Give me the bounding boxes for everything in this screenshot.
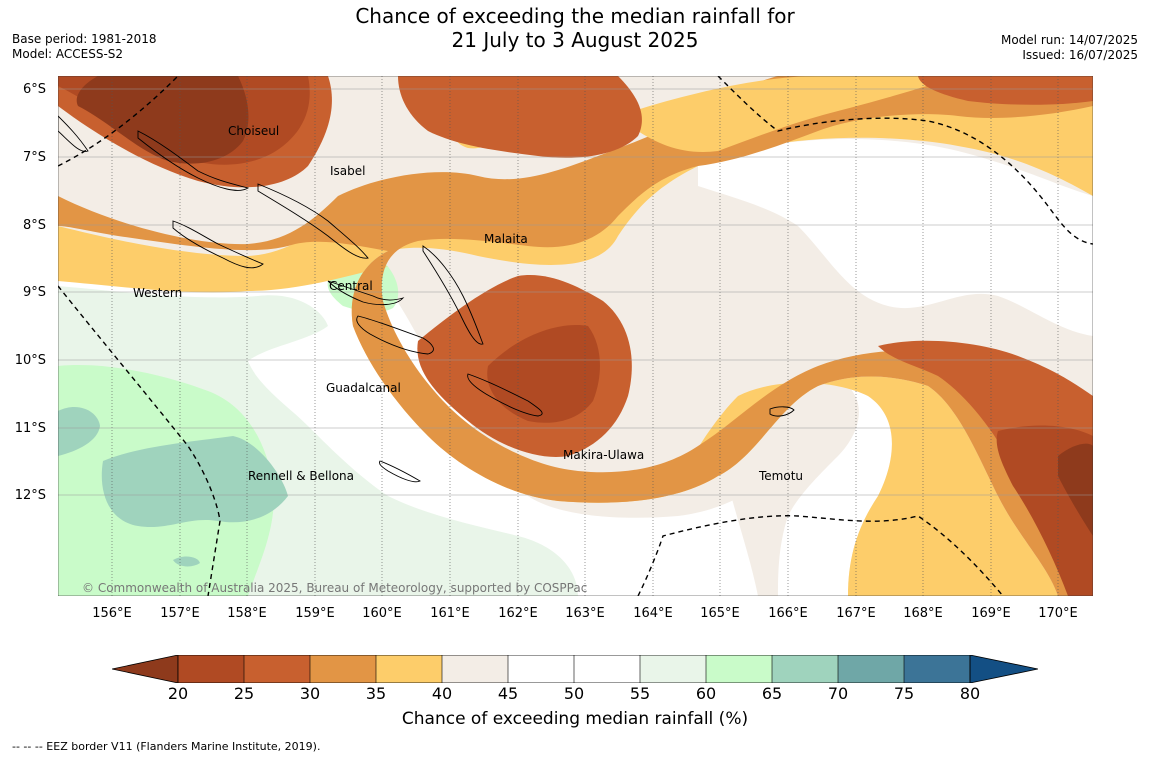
- copyright-notice: © Commonwealth of Australia 2025, Bureau…: [82, 581, 588, 595]
- label-guadalcanal: Guadalcanal: [326, 381, 401, 395]
- colorbar-extend-high: [969, 655, 1038, 683]
- lat-label-11s: 11°S: [14, 421, 46, 436]
- lon-label-163e: 163°E: [565, 606, 605, 621]
- lat-label-9s: 9°S: [22, 285, 46, 300]
- lon-label-159e: 159°E: [295, 606, 335, 621]
- band-25-30-north: [398, 76, 642, 158]
- colorbar-swatch-20-25: [178, 655, 244, 683]
- colorbar-tick-25: 25: [233, 684, 255, 703]
- colorbar-tick-50: 50: [563, 684, 585, 703]
- colorbar-swatch-55-60: [640, 655, 706, 683]
- label-isabel: Isabel: [330, 164, 366, 178]
- isabel-coast: [257, 183, 369, 259]
- lon-label-164e: 164°E: [633, 606, 673, 621]
- colorbar-tick-30: 30: [299, 684, 321, 703]
- band-25-30-east: [878, 340, 1093, 596]
- eez-borders: [58, 76, 1093, 596]
- lon-label-160e: 160°E: [362, 606, 402, 621]
- colorbar-swatch-25-30: [244, 655, 310, 683]
- issued-date-text: Issued: 16/07/2025: [1022, 48, 1138, 62]
- lon-label-170e: 170°E: [1038, 606, 1078, 621]
- lat-label-7s: 7°S: [22, 150, 46, 165]
- malaita-coast: [422, 245, 484, 345]
- colorbar-tick-75: 75: [893, 684, 915, 703]
- colorbar-tick-65: 65: [761, 684, 783, 703]
- colorbar-swatch-65-70: [772, 655, 838, 683]
- band-35-40-east-patch: [618, 76, 958, 152]
- lat-label-10s: 10°S: [14, 353, 46, 368]
- colorbar-swatch-75-80: [904, 655, 970, 683]
- band-25-30-northeast: [918, 76, 1093, 105]
- model-run-text: Model run: 14/07/2025: [1000, 33, 1138, 47]
- colorbar-tick-60: 60: [695, 684, 717, 703]
- map-title-line1: Chance of exceeding the median rainfall …: [355, 4, 795, 28]
- makira-coast: [467, 373, 543, 417]
- colorbar: [112, 655, 1038, 683]
- colorbar-swatch-45-50: [508, 655, 574, 683]
- lat-label-8s: 8°S: [22, 218, 46, 233]
- lon-label-158e: 158°E: [227, 606, 267, 621]
- colorbar-swatch-35-40: [376, 655, 442, 683]
- colorbar-swatch-60-65: [706, 655, 772, 683]
- choiseul-coast: [137, 130, 250, 191]
- colorbar-label: Chance of exceeding median rainfall (%): [401, 709, 749, 729]
- shortland-coast: [58, 115, 89, 152]
- lon-label-166e: 166°E: [768, 606, 808, 621]
- central-islands-coast: [327, 280, 405, 306]
- rainfall-probability-map: [58, 76, 1093, 596]
- guadalcanal-coast: [356, 315, 434, 355]
- lon-label-162e: 162°E: [498, 606, 538, 621]
- label-central: Central: [329, 279, 373, 293]
- lon-label-168e: 168°E: [903, 606, 943, 621]
- colorbar-tick-45: 45: [497, 684, 519, 703]
- base-period-text: Base period: 1981-2018: [12, 32, 157, 46]
- lon-label-156e: 156°E: [92, 606, 132, 621]
- lon-label-169e: 169°E: [971, 606, 1011, 621]
- colorbar-swatch-70-75: [838, 655, 904, 683]
- colorbar-tick-80: 80: [959, 684, 981, 703]
- colorbar-swatch-40-45: [442, 655, 508, 683]
- eez-border-legend: -- -- -- EEZ border V11 (Flanders Marine…: [12, 740, 321, 753]
- label-rennell-bellona: Rennell & Bellona: [248, 469, 355, 483]
- lon-label-167e: 167°E: [836, 606, 876, 621]
- label-temotu: Temotu: [759, 469, 804, 483]
- band-65-70-west: [58, 406, 100, 456]
- lat-label-12s: 12°S: [14, 488, 46, 503]
- temotu-coast: [769, 406, 795, 417]
- band-below-20-east: [1058, 443, 1093, 536]
- new-georgia-coast: [172, 220, 264, 269]
- band-30-35: [58, 76, 1093, 596]
- band-20-25-central: [487, 325, 600, 423]
- band-65-70: [101, 436, 288, 528]
- lon-label-161e: 161°E: [430, 606, 470, 621]
- colorbar-tick-70: 70: [827, 684, 849, 703]
- colorbar-swatch-50-55: [574, 655, 640, 683]
- colorbar-tick-35: 35: [365, 684, 387, 703]
- label-western: Western: [133, 286, 183, 300]
- lon-label-157e: 157°E: [160, 606, 200, 621]
- lon-label-165e: 165°E: [700, 606, 740, 621]
- label-choiseul: Choiseul: [228, 124, 280, 138]
- label-malaita: Malaita: [484, 232, 528, 246]
- latitude-gridlines: [58, 88, 1093, 496]
- rennell-coast: [379, 460, 421, 483]
- band-below-20: [76, 76, 249, 164]
- band-65-70-small: [173, 556, 200, 567]
- colorbar-extend-low: [112, 655, 179, 683]
- colorbar-swatch-30-35: [310, 655, 376, 683]
- map-title-line2: 21 July to 3 August 2025: [451, 28, 699, 52]
- label-makira-ulawa: Makira-Ulawa: [563, 448, 645, 462]
- colorbar-tick-20: 20: [167, 684, 189, 703]
- colorbar-tick-55: 55: [629, 684, 651, 703]
- colorbar-tick-40: 40: [431, 684, 453, 703]
- model-name-text: Model: ACCESS-S2: [12, 47, 124, 61]
- lat-label-6s: 6°S: [22, 82, 46, 97]
- coastlines: [58, 115, 795, 483]
- band-45-55-northeast: [698, 139, 1093, 336]
